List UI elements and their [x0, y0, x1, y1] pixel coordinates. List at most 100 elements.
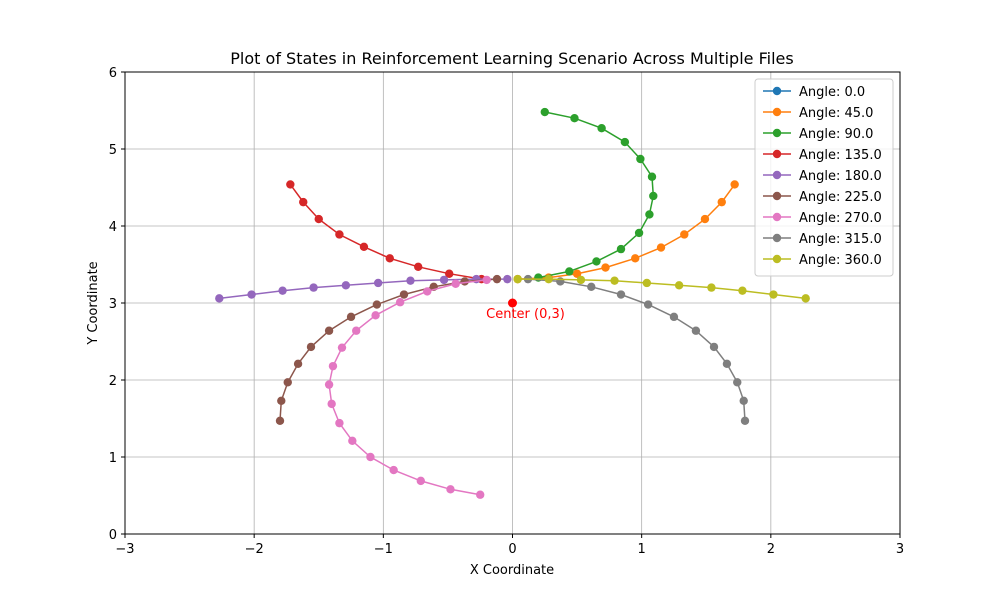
data-point: [631, 254, 640, 263]
series-group: [534, 107, 658, 282]
data-point: [275, 416, 285, 426]
data-point: [385, 254, 394, 263]
annotation-layer: Center (0,3): [486, 298, 565, 322]
data-point: [247, 290, 256, 299]
data-point: [286, 180, 295, 189]
series-layer: [215, 107, 810, 499]
data-point: [439, 275, 449, 285]
data-point: [341, 281, 351, 290]
data-point: [372, 300, 382, 309]
y-tick-label: 5: [109, 143, 117, 158]
data-point: [576, 275, 586, 285]
data-point: [636, 154, 645, 164]
data-point: [328, 361, 338, 371]
data-point: [616, 290, 626, 299]
data-point: [740, 416, 750, 426]
legend-label: Angle: 90.0: [799, 127, 873, 142]
data-point: [395, 298, 405, 307]
x-tick-label: 2: [767, 542, 775, 557]
data-point: [730, 180, 739, 189]
data-point: [647, 172, 657, 181]
data-point: [348, 436, 357, 446]
legend: Angle: 0.0 Angle: 45.0 Angle: 90.0 Angle: 1…: [754, 78, 894, 277]
x-axis-label: X Coordinate: [470, 563, 554, 578]
data-point: [634, 228, 644, 238]
data-point: [482, 275, 491, 285]
x-tick-label: −1: [374, 542, 393, 557]
y-tick-label: 1: [109, 451, 117, 466]
data-point: [371, 311, 380, 320]
data-point: [293, 359, 303, 369]
legend-label: Angle: 0.0: [799, 85, 865, 100]
data-point: [324, 326, 334, 335]
data-point: [445, 269, 454, 278]
legend-marker: [772, 233, 782, 243]
data-point: [597, 124, 606, 133]
data-point: [416, 476, 425, 486]
center-point: [508, 298, 517, 308]
legend-marker: [772, 107, 782, 117]
x-tick-label: 3: [896, 542, 904, 557]
legend-marker: [772, 149, 782, 159]
data-point: [309, 283, 318, 292]
x-tick-label: −3: [115, 542, 134, 557]
legend-label: Angle: 270.0: [799, 211, 882, 226]
data-point: [314, 214, 323, 224]
data-point: [620, 137, 630, 147]
series-group: [324, 275, 491, 499]
data-point: [406, 276, 415, 285]
series-group: [286, 180, 486, 284]
legend-label: Angle: 45.0: [799, 106, 873, 121]
data-point: [572, 269, 582, 278]
series-group: [513, 274, 810, 303]
legend-label: Angle: 360.0: [799, 253, 882, 268]
data-point: [414, 262, 423, 272]
data-point: [649, 191, 658, 201]
data-point: [446, 485, 455, 494]
data-point: [556, 277, 565, 286]
y-axis-label: Y Coordinate: [86, 261, 101, 345]
legend-marker: [772, 170, 782, 180]
series-line: [289, 183, 482, 280]
legend-marker: [772, 86, 782, 96]
data-point: [335, 230, 344, 239]
data-point: [327, 399, 336, 409]
series-line: [517, 278, 806, 300]
data-point: [306, 342, 316, 352]
legend-marker: [772, 191, 782, 201]
data-point: [335, 418, 344, 428]
legend-marker: [772, 128, 782, 138]
data-point: [722, 359, 732, 369]
y-tick-label: 3: [109, 297, 117, 312]
data-point: [643, 300, 653, 309]
legend-marker: [772, 212, 782, 222]
data-point: [616, 244, 626, 254]
y-tick-label: 6: [109, 66, 117, 81]
data-point: [801, 294, 810, 303]
data-point: [451, 279, 460, 288]
data-point: [769, 290, 778, 299]
legend-label: Angle: 225.0: [799, 190, 882, 205]
y-tick-label: 0: [109, 528, 117, 543]
chart-title: Plot of States in Reinforcement Learning…: [230, 49, 793, 68]
x-tick-label: 1: [638, 542, 646, 557]
series-line: [538, 111, 655, 279]
data-point: [592, 257, 601, 266]
data-point: [610, 276, 619, 285]
data-point: [733, 378, 742, 387]
data-point: [277, 396, 286, 405]
legend-label: Angle: 315.0: [799, 232, 882, 247]
data-point: [645, 210, 654, 219]
data-point: [738, 286, 747, 295]
center-annotation: Center (0,3): [486, 307, 565, 322]
data-point: [669, 312, 679, 322]
data-point: [544, 274, 553, 284]
data-point: [691, 326, 701, 335]
data-point: [352, 326, 361, 335]
series-group: [275, 274, 502, 426]
data-point: [503, 274, 512, 284]
data-point: [601, 263, 610, 272]
legend-marker: [772, 254, 782, 264]
data-point: [739, 396, 748, 405]
